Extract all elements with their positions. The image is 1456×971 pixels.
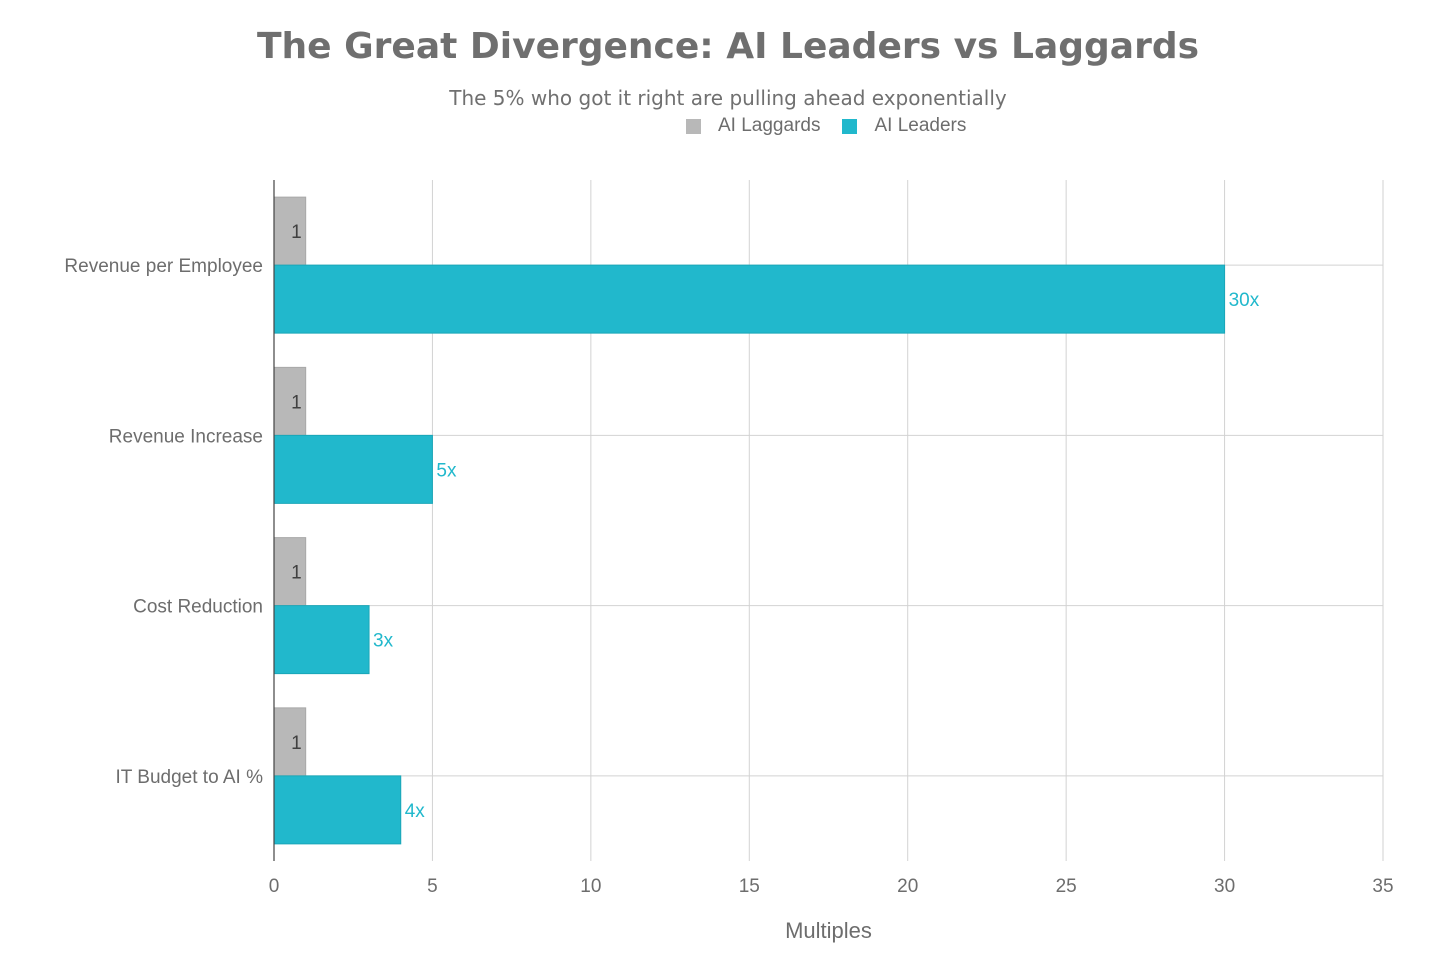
category-label-0: Revenue per Employee bbox=[64, 256, 263, 277]
legend-label-leaders: AI Leaders bbox=[874, 115, 967, 136]
chart-subtitle: The 5% who got it right are pulling ahea… bbox=[449, 86, 1007, 110]
data-label-leaders-3: 4x bbox=[405, 801, 426, 822]
category-label-2: Cost Reduction bbox=[133, 597, 263, 618]
chart-title: The Great Divergence: AI Leaders vs Lagg… bbox=[256, 26, 1200, 67]
data-label-laggards-0: 1 bbox=[291, 222, 302, 243]
legend: AI Laggards AI Leaders bbox=[686, 114, 988, 138]
data-label-laggards-2: 1 bbox=[291, 563, 302, 584]
data-label-laggards-3: 1 bbox=[291, 733, 302, 754]
bar-leaders-3 bbox=[273, 775, 402, 845]
x-tick-label-3: 15 bbox=[739, 876, 760, 897]
x-tick-label-5: 25 bbox=[1056, 876, 1077, 897]
legend-item-laggards[interactable]: AI Laggards bbox=[686, 115, 820, 137]
bar-leaders-0 bbox=[273, 264, 1226, 334]
x-tick-label-1: 5 bbox=[427, 876, 438, 897]
x-tick-label-2: 10 bbox=[580, 876, 601, 897]
bar-leaders-2 bbox=[273, 605, 370, 675]
x-tick-label-0: 0 bbox=[269, 876, 280, 897]
category-label-1: Revenue Increase bbox=[109, 426, 263, 447]
legend-swatch-leaders bbox=[842, 118, 858, 134]
legend-item-leaders[interactable]: AI Leaders bbox=[842, 115, 966, 137]
bar-laggards-1 bbox=[273, 366, 307, 436]
category-label-3: IT Budget to AI % bbox=[115, 767, 263, 788]
data-label-leaders-2: 3x bbox=[373, 631, 394, 652]
legend-swatch-laggards bbox=[686, 118, 701, 134]
x-tick-label-4: 20 bbox=[897, 876, 918, 897]
x-axis-title: Multiples bbox=[785, 918, 872, 943]
data-label-leaders-0: 30x bbox=[1229, 290, 1260, 311]
x-tick-label-6: 30 bbox=[1214, 876, 1235, 897]
data-label-laggards-1: 1 bbox=[291, 392, 302, 413]
legend-label-laggards: AI Laggards bbox=[718, 115, 821, 136]
data-label-leaders-1: 5x bbox=[436, 460, 457, 481]
bar-laggards-0 bbox=[273, 196, 307, 266]
bar-leaders-1 bbox=[273, 434, 433, 504]
x-tick-label-7: 35 bbox=[1372, 876, 1393, 897]
